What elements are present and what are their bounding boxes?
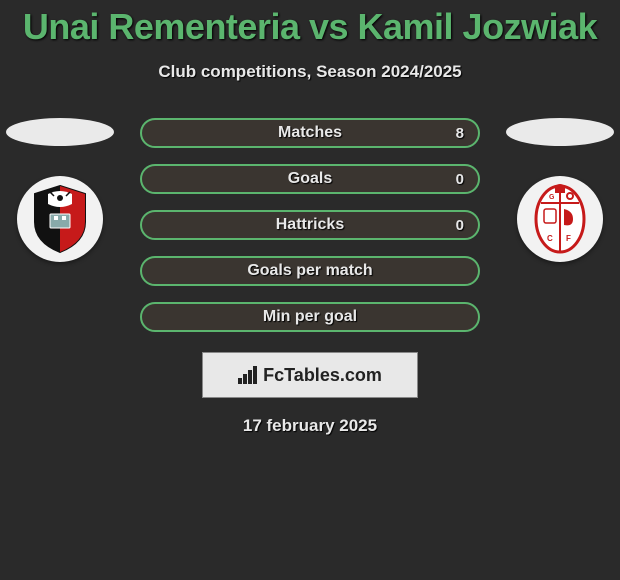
brand-box[interactable]: FcTables.com — [202, 352, 418, 398]
stat-value: 0 — [456, 217, 464, 234]
chart-icon — [238, 366, 257, 384]
stat-value: 8 — [456, 125, 464, 142]
stat-row-min-per-goal: Min per goal — [140, 302, 480, 332]
stat-label: Min per goal — [263, 308, 357, 326]
svg-text:F: F — [566, 234, 571, 243]
left-team-logo — [17, 176, 103, 262]
stat-label: Goals — [288, 170, 332, 188]
comparison-area: G C F Matches 8 Goals 0 Hattricks 0 Goal… — [0, 118, 620, 436]
left-player-ellipse — [6, 118, 114, 146]
stat-row-hattricks: Hattricks 0 — [140, 210, 480, 240]
stat-row-goals-per-match: Goals per match — [140, 256, 480, 286]
stat-row-matches: Matches 8 — [140, 118, 480, 148]
stat-row-goals: Goals 0 — [140, 164, 480, 194]
right-team-logo: G C F — [517, 176, 603, 262]
stat-value: 0 — [456, 171, 464, 188]
brand-text: FcTables.com — [263, 365, 382, 386]
date-text: 17 february 2025 — [0, 416, 620, 436]
stats-list: Matches 8 Goals 0 Hattricks 0 Goals per … — [140, 118, 480, 332]
subtitle: Club competitions, Season 2024/2025 — [0, 62, 620, 82]
stat-label: Matches — [278, 124, 342, 142]
svg-text:G: G — [549, 194, 555, 201]
stat-label: Hattricks — [276, 216, 344, 234]
stat-label: Goals per match — [247, 262, 372, 280]
page-title: Unai Rementeria vs Kamil Jozwiak — [0, 0, 620, 48]
svg-text:C: C — [547, 234, 553, 243]
right-player-ellipse — [506, 118, 614, 146]
